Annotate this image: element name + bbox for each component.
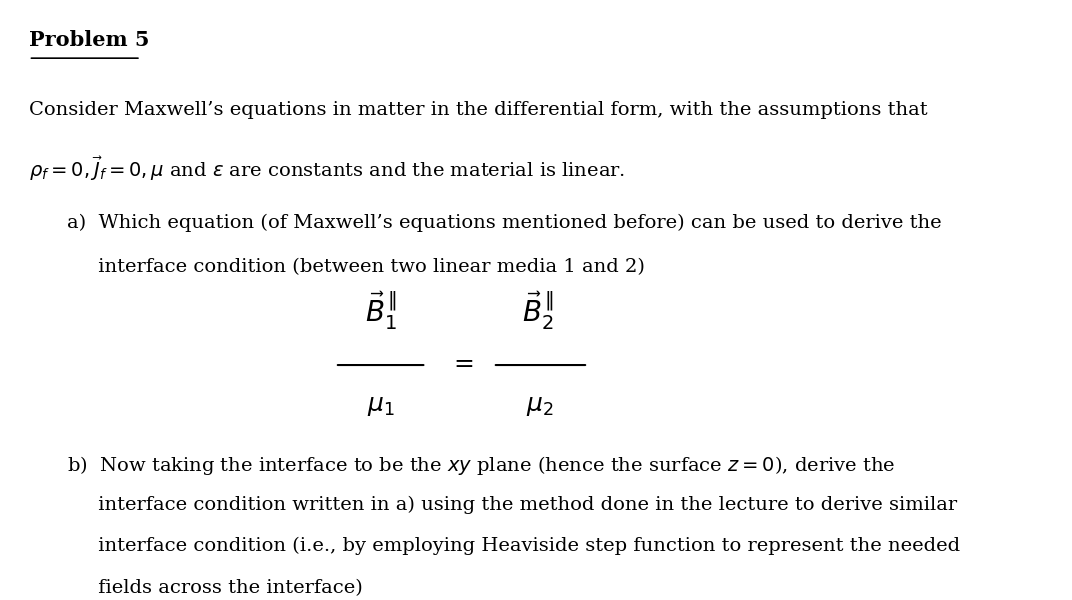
Text: $\vec{B}_1^{\,\|}$: $\vec{B}_1^{\,\|}$ [364,290,397,332]
Text: interface condition (between two linear media 1 and 2): interface condition (between two linear … [66,258,644,276]
Text: Problem 5: Problem 5 [29,29,149,50]
Text: $=$: $=$ [449,350,474,374]
Text: interface condition (i.e., by employing Heaviside step function to represent the: interface condition (i.e., by employing … [66,537,959,556]
Text: interface condition written in a) using the method done in the lecture to derive: interface condition written in a) using … [66,496,956,514]
Text: Consider Maxwell’s equations in matter in the differential form, with the assump: Consider Maxwell’s equations in matter i… [29,101,927,119]
Text: $\mu_1$: $\mu_1$ [367,395,394,418]
Text: $\rho_f = 0, \vec{J}_f = 0, \mu$ and $\epsilon$ are constants and the material i: $\rho_f = 0, \vec{J}_f = 0, \mu$ and $\e… [29,154,625,182]
Text: fields across the interface): fields across the interface) [66,579,362,597]
Text: $\vec{B}_2^{\,\|}$: $\vec{B}_2^{\,\|}$ [522,290,553,332]
Text: a)  Which equation (of Maxwell’s equations mentioned before) can be used to deri: a) Which equation (of Maxwell’s equation… [66,214,941,232]
Text: b)  Now taking the interface to be the $xy$ plane (hence the surface $z = 0$), d: b) Now taking the interface to be the $x… [66,454,895,477]
Text: $\mu_2$: $\mu_2$ [525,395,553,418]
